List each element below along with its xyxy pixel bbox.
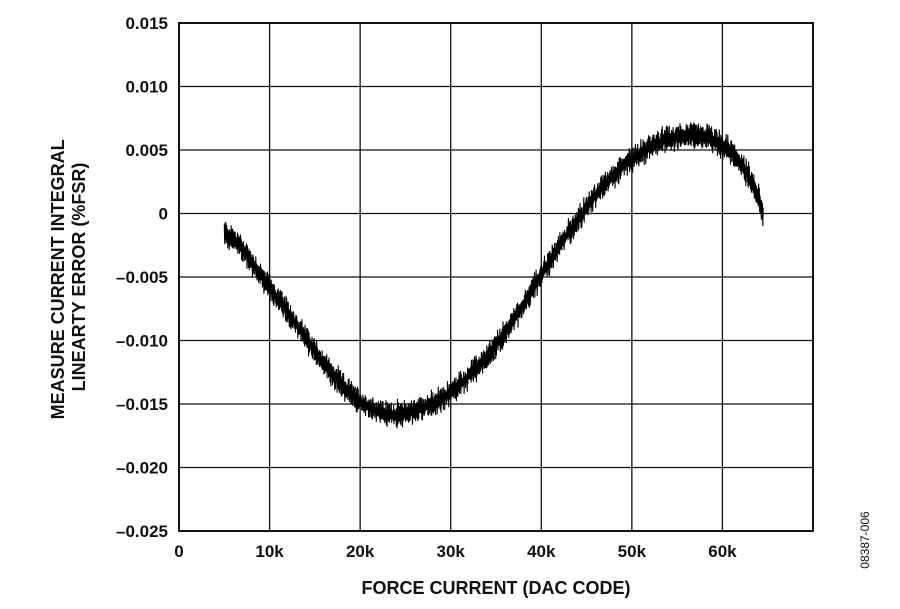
y-tick-label: –0.020: [116, 459, 168, 478]
x-tick-label: 10k: [255, 542, 284, 561]
y-tick-label: 0.010: [125, 78, 168, 97]
series-line-0: [223, 122, 764, 429]
x-tick-label: 30k: [437, 542, 466, 561]
x-tick-label: 60k: [708, 542, 737, 561]
y-axis-ticks: 0.015 0.010 0.005 0 –0.005 –0.010 –0.015 –0.020…: [116, 14, 168, 541]
x-tick-label: 20k: [346, 542, 375, 561]
y-tick-label: 0.015: [125, 14, 168, 33]
y-tick-label: –0.025: [116, 522, 168, 541]
x-tick-label: 50k: [618, 542, 647, 561]
grid-lines: [179, 23, 814, 531]
y-tick-label: –0.010: [116, 332, 168, 351]
plot-series: [223, 122, 764, 429]
x-axis-title: FORCE CURRENT (DAC CODE): [362, 578, 631, 598]
y-tick-label: –0.015: [116, 395, 168, 414]
y-tick-label: 0: [159, 205, 168, 224]
x-tick-label: 0: [174, 542, 183, 561]
y-axis-title: MEASURE CURRENT INTEGRAL LINEARTY ERROR …: [48, 135, 89, 420]
y-axis-title-line-2: LINEARTY ERROR (%FSR): [69, 163, 89, 392]
y-axis-title-line-1: MEASURE CURRENT INTEGRAL: [48, 139, 68, 419]
y-tick-label: –0.005: [116, 268, 168, 287]
y-tick-label: 0.005: [125, 141, 168, 160]
figure-id: 08387-006: [858, 511, 872, 569]
plot-frame: [178, 22, 814, 532]
x-axis-ticks: 0 10k 20k 30k 40k 50k 60k: [174, 542, 737, 561]
x-tick-label: 40k: [527, 542, 556, 561]
